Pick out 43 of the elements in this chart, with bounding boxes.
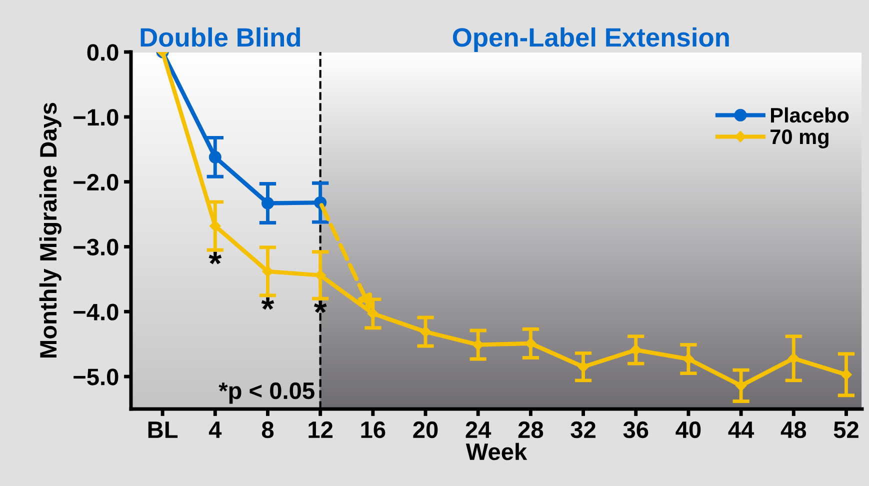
point <box>525 338 536 350</box>
y-tick-label: −5.0 <box>74 368 118 386</box>
x-tick-label: 16 <box>361 421 386 438</box>
y-tick-label: −1.0 <box>74 108 118 126</box>
x-tick-label: 4 <box>208 422 222 438</box>
x-tick-label: 32 <box>570 421 596 438</box>
annotation: * <box>261 297 274 310</box>
x-tick-label: 12 <box>308 421 333 438</box>
point <box>472 339 484 350</box>
x-tick-label: 24 <box>466 421 492 438</box>
x-tick-label: 40 <box>676 421 701 438</box>
x-tick-label: 8 <box>262 421 274 438</box>
text: Double Blind <box>140 27 300 47</box>
point <box>208 150 222 164</box>
point <box>682 353 694 365</box>
x-axis-title: Week <box>466 442 528 460</box>
point <box>261 196 274 210</box>
x-tick-label: 36 <box>623 421 648 438</box>
point <box>578 361 589 372</box>
y-tick-label: 0.0 <box>87 44 118 61</box>
point <box>262 266 274 277</box>
y-tick-label: −3.0 <box>74 238 118 256</box>
point <box>367 308 379 320</box>
x-tick-label: 52 <box>834 421 858 438</box>
x-tick-label: BL <box>148 422 178 438</box>
point <box>630 344 642 356</box>
legend-label: 70 mg <box>770 129 828 148</box>
point <box>210 220 221 232</box>
x-tick-label: 20 <box>413 421 438 438</box>
annotation: * <box>208 252 222 264</box>
y-tick-label: −4.0 <box>74 304 118 320</box>
legend-label: Placebo <box>771 107 849 123</box>
point <box>735 380 747 392</box>
x-tick-label: 28 <box>518 421 544 438</box>
x-tick-label: 48 <box>780 421 806 438</box>
y-axis-title: Monthly Migraine Days <box>39 102 62 358</box>
x-tick-label: 44 <box>728 422 754 438</box>
point <box>788 352 800 364</box>
point <box>314 270 326 281</box>
y-tick-label: −2.0 <box>74 174 118 191</box>
text: Open-Label Extension <box>452 27 729 52</box>
point <box>420 326 432 338</box>
annotation: *p < 0.05 <box>218 382 314 404</box>
